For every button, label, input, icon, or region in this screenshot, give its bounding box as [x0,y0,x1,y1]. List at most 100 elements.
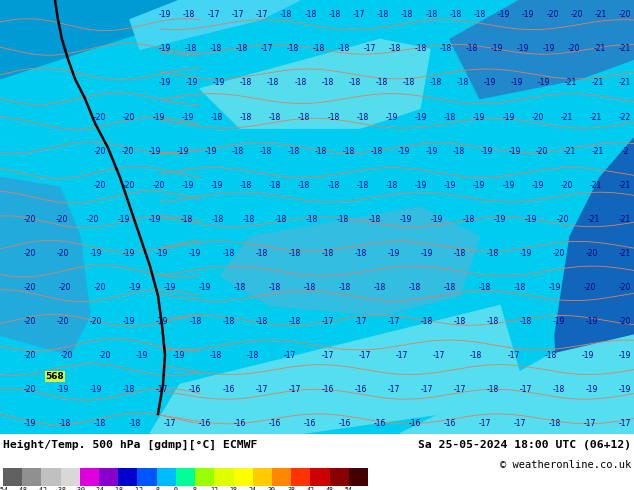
Text: -18: -18 [275,215,287,224]
Text: -18: -18 [453,147,465,156]
Text: -16: -16 [304,419,316,428]
Bar [61,468,80,486]
Text: -18: -18 [183,10,195,19]
Text: -19: -19 [502,113,515,122]
Text: -18: -18 [288,249,301,258]
Text: -19: -19 [581,351,594,360]
Text: -19: -19 [522,10,534,19]
Bar [311,468,330,486]
Text: -18: -18 [234,283,246,292]
Bar [195,468,214,486]
Text: 42: 42 [306,487,314,490]
Text: -18: -18 [368,215,380,224]
Text: -19: -19 [553,317,565,326]
Bar [80,468,99,486]
Polygon shape [400,335,634,434]
Text: -17: -17 [507,351,520,360]
Text: -19: -19 [517,45,529,53]
Text: -18: -18 [294,78,306,87]
Text: -18: -18 [479,283,491,292]
Text: -18: -18 [184,45,197,53]
Text: -20: -20 [61,351,74,360]
Text: -18: -18 [348,78,361,87]
Text: -18: -18 [327,113,339,122]
Text: -19: -19 [542,45,555,53]
Text: -18: -18 [465,45,478,53]
Text: 48: 48 [326,487,333,490]
Text: -18: -18 [280,10,292,19]
Polygon shape [220,207,480,316]
Text: -19: -19 [538,78,550,87]
Text: 568: 568 [46,372,65,381]
Text: -21: -21 [565,78,577,87]
Text: -18: -18 [236,45,248,53]
Text: -18: -18 [389,45,401,53]
Text: -17: -17 [584,419,596,428]
Polygon shape [150,306,520,434]
Text: -20: -20 [619,317,631,326]
Text: -21: -21 [619,215,631,224]
Text: -18: -18 [112,487,124,490]
Text: -19: -19 [123,249,135,258]
Text: -54: -54 [0,487,9,490]
Text: -18: -18 [256,249,268,258]
Bar [41,468,61,486]
Text: -19: -19 [619,385,631,394]
Text: -17: -17 [619,419,631,428]
Text: -42: -42 [36,487,48,490]
Text: -19: -19 [491,45,503,53]
Text: -19: -19 [172,351,185,360]
Text: -18: -18 [304,10,316,19]
Text: -18: -18 [232,147,244,156]
Text: -20: -20 [24,317,36,326]
Text: -17: -17 [256,385,268,394]
Text: -21: -21 [560,113,573,122]
Text: -18: -18 [520,317,532,326]
Text: -17: -17 [288,385,301,394]
Bar [253,468,272,486]
Text: -19: -19 [158,78,171,87]
Text: -20: -20 [86,215,99,224]
Text: -30: -30 [74,487,86,490]
Text: -18: -18 [240,78,252,87]
Text: -20: -20 [152,181,164,190]
Text: -19: -19 [510,78,523,87]
Text: -16: -16 [269,419,281,428]
Text: -18: -18 [210,351,222,360]
Text: -18: -18 [356,181,368,190]
Text: -20: -20 [536,147,548,156]
Text: -21: -21 [595,10,607,19]
Text: -18: -18 [243,215,256,224]
Polygon shape [0,0,200,79]
Text: -21: -21 [619,181,631,190]
Text: -19: -19 [90,385,102,394]
Text: -19: -19 [531,181,544,190]
Text: Height/Temp. 500 hPa [gdmp][°C] ECMWF: Height/Temp. 500 hPa [gdmp][°C] ECMWF [3,440,257,450]
Text: -19: -19 [189,249,202,258]
Text: -20: -20 [94,283,106,292]
Text: -16: -16 [189,385,202,394]
Text: -18: -18 [269,181,281,190]
Text: -18: -18 [240,181,252,190]
Text: -20: -20 [57,249,69,258]
Bar [99,468,119,486]
Text: -20: -20 [24,351,36,360]
Text: -18: -18 [298,113,310,122]
Text: -18: -18 [487,249,499,258]
Text: -18: -18 [370,147,382,156]
Text: -18: -18 [356,113,368,122]
Text: -17: -17 [321,317,333,326]
Text: -16: -16 [321,385,333,394]
Polygon shape [555,138,634,434]
Text: -21: -21 [564,147,576,156]
Text: -21: -21 [592,147,604,156]
Text: -19: -19 [152,113,164,122]
Text: -19: -19 [415,113,427,122]
Text: 18: 18 [230,487,238,490]
Text: -17: -17 [387,317,400,326]
Text: -20: -20 [556,215,569,224]
Text: -18: -18 [269,283,281,292]
Text: -22: -22 [619,113,631,122]
Text: -18: -18 [287,147,299,156]
Text: -18: -18 [342,147,355,156]
